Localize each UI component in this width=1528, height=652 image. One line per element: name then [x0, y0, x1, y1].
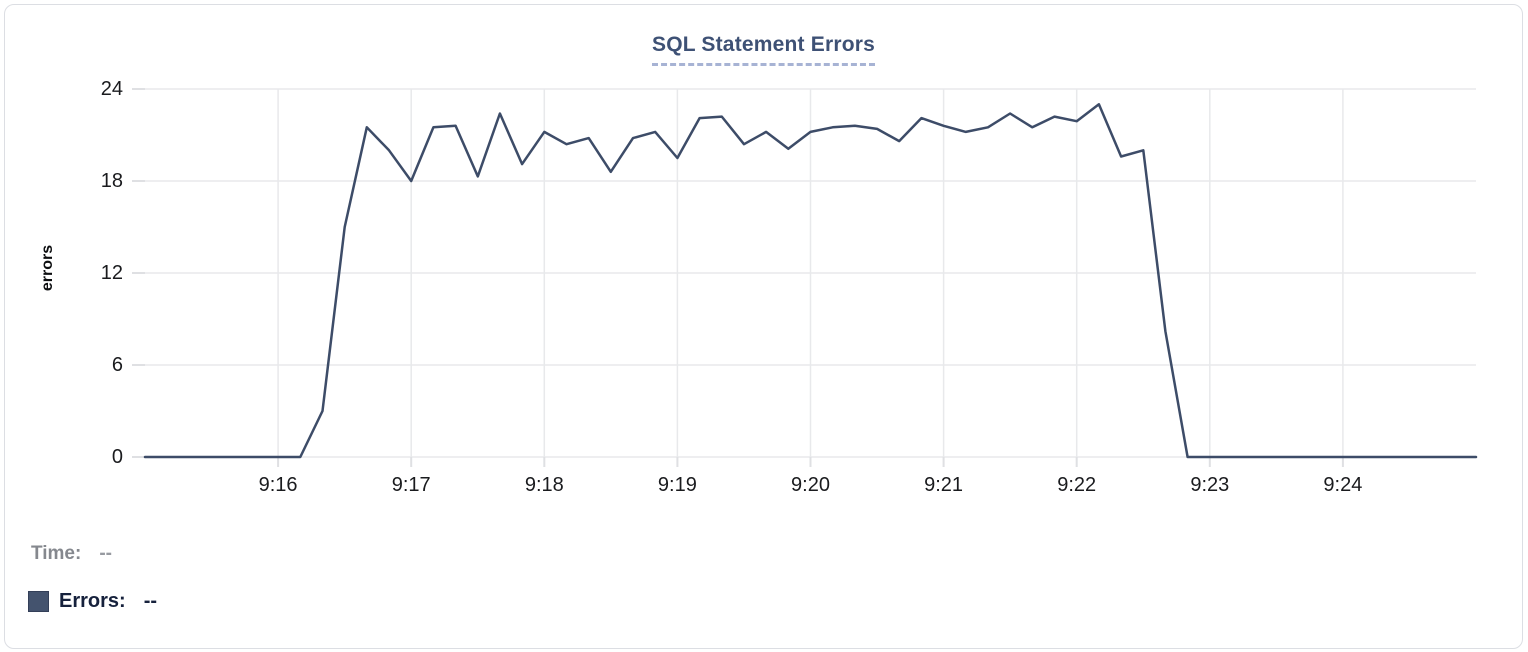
x-tick-label: 9:18 — [524, 474, 564, 496]
errors-line-chart[interactable] — [132, 88, 1478, 467]
gridlines — [132, 88, 1476, 467]
x-tick-label: 9:16 — [258, 474, 298, 496]
axis-ticks — [132, 88, 1344, 467]
y-axis-label: errors — [39, 244, 56, 292]
time-readout-label: Time: — [31, 543, 82, 564]
chart-title[interactable]: SQL Statement Errors — [651, 33, 875, 66]
chart-header: SQL Statement Errors — [5, 33, 1522, 66]
errors-legend-swatch-icon — [28, 591, 49, 612]
y-tick-label: 18 — [100, 170, 123, 192]
time-readout-row: Time: -- — [31, 543, 112, 565]
y-tick-label: 24 — [100, 78, 123, 100]
errors-series-line — [143, 103, 1478, 459]
x-tick-label: 9:22 — [1057, 474, 1097, 496]
x-tick-label: 9:21 — [924, 474, 964, 496]
errors-readout-value: -- — [143, 590, 158, 612]
x-tick-label: 9:17 — [391, 474, 431, 496]
time-readout-value: -- — [99, 543, 112, 564]
x-tick-label: 9:24 — [1323, 474, 1363, 496]
y-tick-label: 12 — [100, 262, 123, 284]
x-tick-label: 9:20 — [791, 474, 830, 496]
chart-card: SQL Statement Errors errors 0 6 12 18 24 9:1… — [4, 4, 1523, 649]
errors-readout-label: Errors: — [59, 590, 126, 612]
errors-readout-row: Errors: -- — [28, 590, 157, 613]
x-tick-label: 9:19 — [657, 474, 697, 496]
y-tick-label: 0 — [111, 446, 123, 468]
chart-plot-area[interactable] — [132, 88, 1478, 467]
y-tick-label: 6 — [111, 354, 123, 376]
x-tick-label: 9:23 — [1190, 474, 1230, 496]
